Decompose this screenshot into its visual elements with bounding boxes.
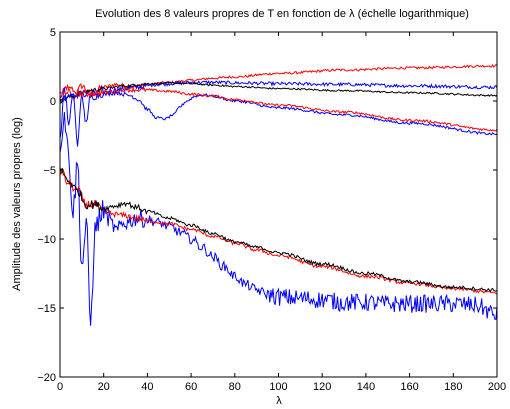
series-line-3-black	[59, 81, 498, 104]
series-line-8-black	[59, 167, 498, 293]
y-tick-label: −5	[43, 165, 56, 177]
x-tick-label: 0	[57, 381, 63, 393]
x-tick-label: 20	[98, 381, 110, 393]
x-tick-label: 100	[269, 381, 287, 393]
series-line-7-red	[59, 170, 498, 295]
x-tick-label: 160	[400, 381, 418, 393]
x-tick-label: 120	[313, 381, 331, 393]
tick-layer: 0 20 40 60 80 100 120 140 160 180 200 −20 −15 −10 −5 0 5	[37, 27, 506, 393]
x-axis-label: λ	[276, 395, 282, 407]
x-tick-label: 200	[488, 381, 506, 393]
x-tick-label: 40	[141, 381, 153, 393]
series-line-6-blue	[59, 112, 498, 326]
series-line-5-red	[59, 86, 498, 132]
series-line-2-blue	[59, 80, 498, 147]
y-tick-label: 0	[50, 96, 56, 108]
y-tick-label: −20	[37, 372, 56, 384]
x-tick-label: 140	[357, 381, 375, 393]
series-line-4-blue	[59, 89, 498, 136]
x-tick-label: 80	[229, 381, 241, 393]
series-layer	[59, 63, 498, 326]
x-tick-label: 180	[444, 381, 462, 393]
y-tick-label: −10	[37, 234, 56, 246]
chart-title: Evolution des 8 valeurs propres de T en …	[95, 8, 469, 20]
x-tick-label: 60	[185, 381, 197, 393]
y-axis-label: Amplitude des valeurs propres (log)	[11, 117, 23, 291]
series-line-1-red	[59, 63, 498, 102]
y-tick-label: 5	[50, 27, 56, 39]
y-tick-label: −15	[37, 303, 56, 315]
